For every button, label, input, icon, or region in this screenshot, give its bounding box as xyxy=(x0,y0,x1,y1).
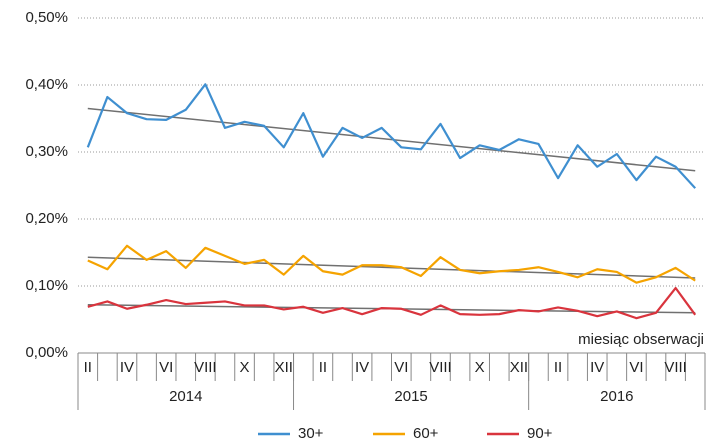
series-line xyxy=(87,286,697,320)
x-tick-label: VIII xyxy=(194,359,217,376)
legend-label: 60+ xyxy=(413,425,439,442)
x-tick-label: IV xyxy=(120,359,134,376)
x-tick-label: IV xyxy=(590,359,604,376)
legend-label: 30+ xyxy=(298,425,324,442)
y-tick-label: 0,20% xyxy=(25,210,68,227)
y-tick-label: 0,30% xyxy=(25,143,68,160)
axis-label: miesiąc obserwacji xyxy=(578,331,704,348)
x-tick-label: VI xyxy=(629,359,643,376)
y-tick-label: 0,10% xyxy=(25,277,68,294)
series-line xyxy=(86,83,697,189)
x-tick-label: XII xyxy=(275,359,293,376)
x-tick-label: II xyxy=(84,359,92,376)
series-line xyxy=(87,244,696,284)
y-tick-label: 0,00% xyxy=(25,344,68,361)
trend-line xyxy=(87,107,696,172)
x-tick-label: II xyxy=(554,359,562,376)
x-tick-label: VIII xyxy=(429,359,452,376)
x-tick-label: IV xyxy=(355,359,369,376)
group-label: 2015 xyxy=(394,388,427,405)
x-tick-label: X xyxy=(475,359,485,376)
x-tick-label: VIII xyxy=(664,359,687,376)
x-tick-label: XII xyxy=(510,359,528,376)
x-tick-label: VI xyxy=(394,359,408,376)
legend-label: 90+ xyxy=(527,425,553,442)
y-tick-label: 0,40% xyxy=(25,76,68,93)
x-tick-label: II xyxy=(319,359,327,376)
group-label: 2016 xyxy=(600,388,633,405)
x-tick-label: VI xyxy=(159,359,173,376)
trend-line xyxy=(87,256,696,279)
y-tick-label: 0,50% xyxy=(25,9,68,26)
x-tick-label: X xyxy=(240,359,250,376)
group-label: 2014 xyxy=(169,388,202,405)
